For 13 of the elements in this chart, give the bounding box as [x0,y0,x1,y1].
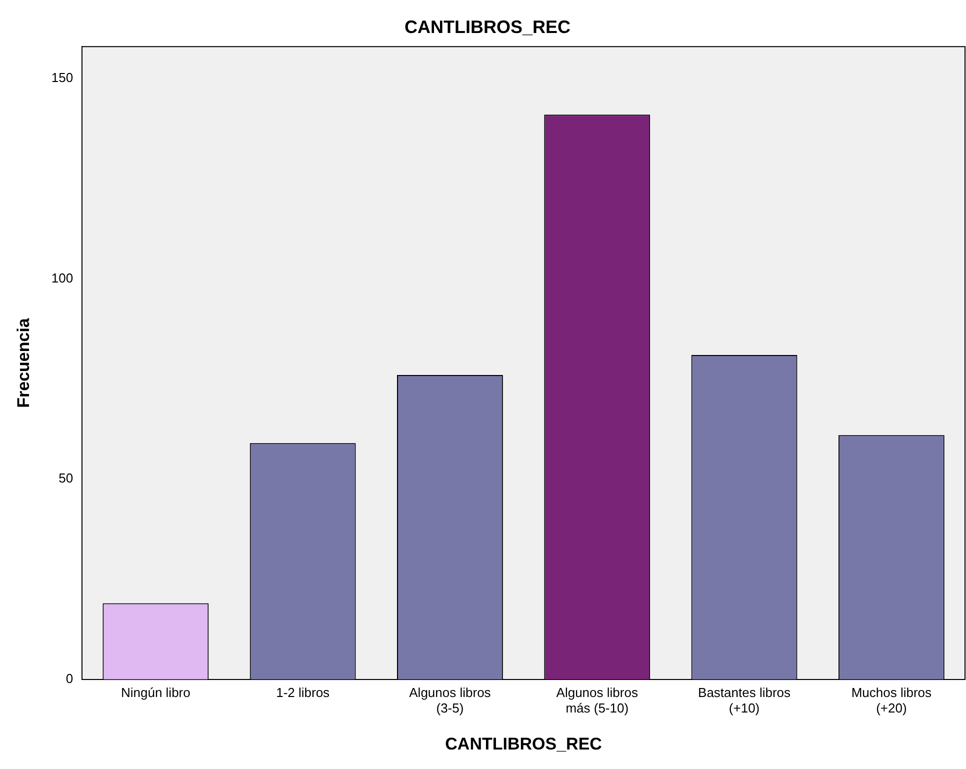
y-tick-label: 0 [66,670,74,686]
y-tick-label: 100 [51,270,74,286]
x-tick-label: Algunos libros más (5-10) [556,684,638,716]
x-tick-label: Ningún libro [120,684,190,700]
y-tick-label: 50 [58,470,74,486]
y-tick-label: 150 [51,70,74,86]
x-tick-label: Bastantes libros (+10) [698,684,792,716]
x-tick-label: Algunos libros (3-5) [409,684,492,716]
x-axis-title: CANTLIBROS_REC [445,734,602,754]
y-axis-title: Frecuencia [14,318,33,408]
x-tick-label: Muchos libros (+20) [851,684,932,716]
chart-title: CANTLIBROS_REC [404,16,571,37]
x-tick-label: 1-2 libros [276,684,330,700]
